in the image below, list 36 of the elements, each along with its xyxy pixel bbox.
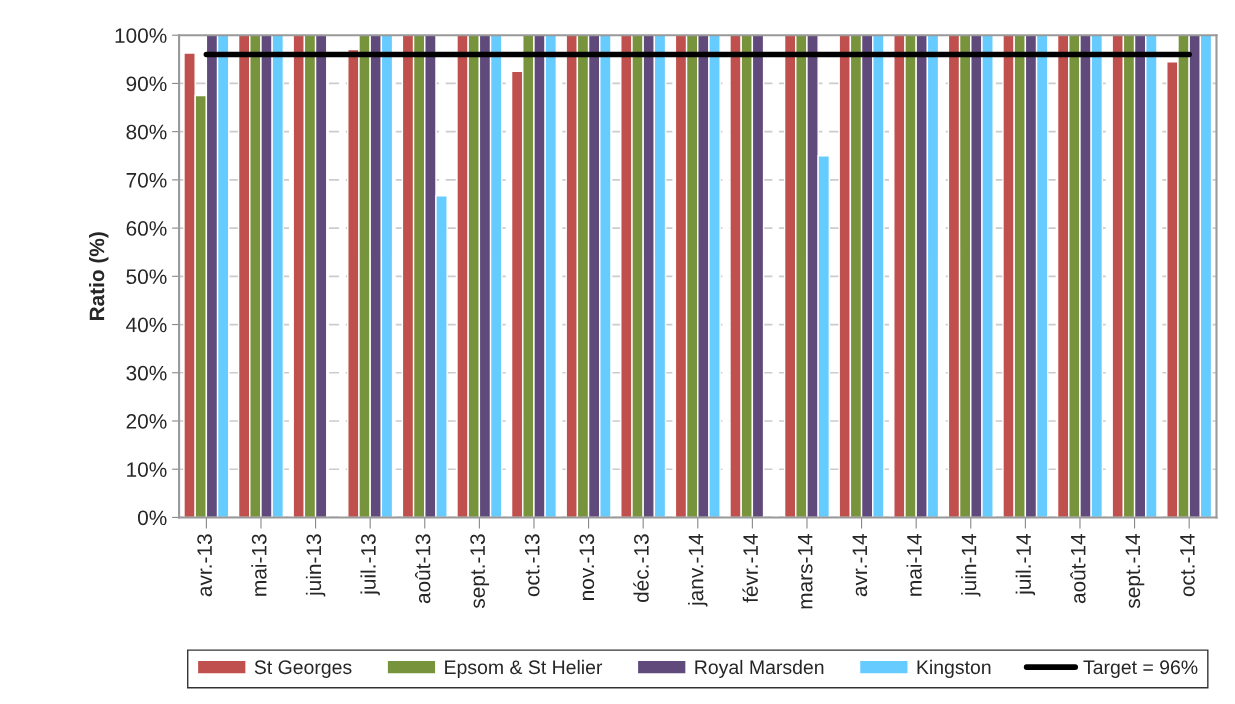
x-tick-label: déc.-13 <box>633 534 649 603</box>
x-tick-label: sept.-14 <box>1125 534 1145 609</box>
x-tick-label: févr.-14 <box>742 534 758 603</box>
x-tick-label: nov.-13 <box>579 534 595 600</box>
y-tick-label: 90% <box>126 76 167 92</box>
y-tick-label: 50% <box>126 269 167 285</box>
y-tick-label: 10% <box>127 462 167 477</box>
y-tick-label: 30% <box>126 365 167 381</box>
x-tick-label: janv.-14 <box>688 534 708 607</box>
x-tick-label: mai-14 <box>906 534 922 596</box>
legend-label: Kingston <box>917 659 991 678</box>
x-tick-label: oct.-13 <box>524 534 540 597</box>
x-tick-label: avr.-13 <box>197 534 212 597</box>
legend-label: Epsom & St Helier <box>445 659 603 678</box>
y-tick-label: 80% <box>126 124 167 140</box>
y-tick-label: 60% <box>126 221 167 236</box>
x-tick-label: mars-14 <box>798 534 813 609</box>
y-tick-label: 40% <box>126 317 167 333</box>
x-tick-label: avr.-14 <box>852 534 868 597</box>
x-tick-label: oct.-14 <box>1180 534 1195 597</box>
legend-label: St Georges <box>254 660 352 678</box>
y-axis-title: Ratio (%) <box>89 232 109 321</box>
legend-label: Target = 96% <box>1083 660 1198 678</box>
y-tick-label: 20% <box>126 413 167 429</box>
x-tick-label: juin-13 <box>305 534 326 597</box>
y-tick-label: 0% <box>137 510 167 526</box>
x-tick-label: août-13 <box>415 534 431 604</box>
x-tick-label: juil.-13 <box>360 534 380 596</box>
legend-label: Royal Marsden <box>695 659 824 678</box>
x-tick-label: juil.-14 <box>1015 534 1036 596</box>
x-tick-label: août-14 <box>1070 534 1086 604</box>
x-tick-label: mai-13 <box>251 534 267 596</box>
x-tick-label: sept.-13 <box>470 534 490 609</box>
y-tick-label: 100% <box>115 28 167 43</box>
x-tick-label: juin-14 <box>961 534 981 597</box>
y-tick-label: 70% <box>126 172 167 188</box>
